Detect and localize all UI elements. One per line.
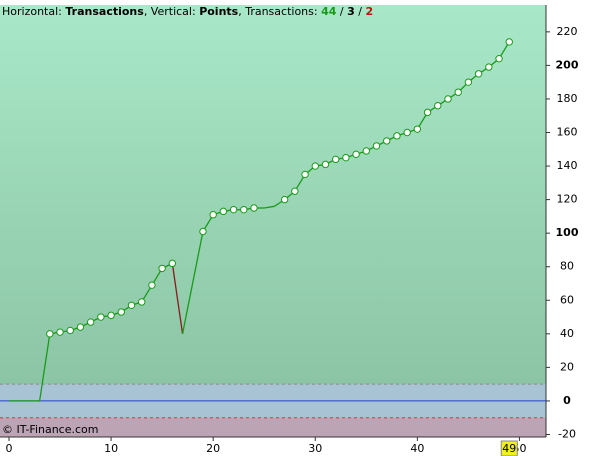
point: [209, 211, 217, 219]
header-part: /: [354, 5, 366, 18]
point: [138, 298, 146, 306]
point: [434, 101, 442, 110]
y-tick-label: 140: [557, 159, 578, 172]
point: [219, 207, 228, 216]
header-part: 3: [347, 5, 355, 18]
point: [495, 54, 503, 63]
header-part: 44: [321, 5, 337, 18]
copyright: © IT-Finance.com: [2, 423, 99, 436]
point: [127, 301, 136, 310]
point: [383, 137, 391, 145]
header-part: , Transactions:: [238, 5, 322, 18]
x-tick-label: 30: [308, 442, 322, 455]
point: [46, 330, 54, 338]
header-part: Horizontal:: [2, 5, 66, 18]
x-tick-label: 40: [410, 442, 424, 455]
y-tick-label: 20: [560, 360, 574, 373]
point: [321, 160, 330, 169]
point: [86, 318, 95, 326]
line-segment: [181, 231, 204, 334]
point: [240, 205, 248, 214]
line-segment: [264, 205, 275, 209]
y-tick-label: 200: [556, 58, 579, 71]
point: [66, 326, 74, 335]
loss-zone: [0, 417, 546, 437]
point: [352, 150, 360, 159]
y-tick-label: 80: [560, 260, 574, 273]
y-tick-label: 180: [557, 92, 578, 105]
point: [464, 78, 473, 86]
point: [280, 195, 289, 204]
y-tick-label: 60: [560, 293, 574, 306]
point: [423, 108, 432, 117]
header-part: 2: [365, 5, 374, 18]
point: [372, 142, 381, 150]
point: [250, 204, 258, 212]
point: [301, 170, 309, 179]
point: [158, 264, 166, 273]
header-part: /: [336, 5, 348, 18]
point: [117, 308, 125, 316]
x-tick-label: 10: [104, 442, 118, 455]
point: [76, 323, 85, 331]
y-tick-label: 40: [560, 327, 574, 340]
point: [107, 311, 115, 320]
point: [342, 153, 350, 162]
point: [199, 227, 207, 236]
y-tick-label: 220: [557, 25, 578, 38]
point: [311, 162, 319, 170]
y-tick-label: 120: [557, 193, 578, 206]
point: [362, 147, 371, 155]
header: Horizontal: Transactions, Vertical: Poin…: [2, 5, 373, 18]
point: [97, 313, 105, 321]
y-tick-label: 160: [557, 126, 578, 139]
y-tick-label: -20: [558, 427, 576, 440]
point: [454, 88, 462, 96]
point: [403, 128, 411, 137]
x-tick-label: 20: [206, 442, 220, 455]
point: [505, 38, 513, 46]
x-highlight-box: [500, 440, 518, 456]
point: [474, 70, 483, 78]
header-part: Transactions: [65, 5, 144, 18]
point: [331, 155, 340, 164]
header-part: Points: [199, 5, 239, 18]
line-segment: [38, 333, 51, 402]
point: [444, 95, 452, 103]
point: [413, 125, 422, 133]
x-tick-label: 0: [5, 442, 12, 455]
point: [229, 205, 238, 214]
header-part: , Vertical:: [143, 5, 200, 18]
point: [168, 259, 177, 268]
line-segment: [171, 263, 184, 334]
point: [393, 132, 401, 140]
y-tick-label: 100: [556, 226, 579, 239]
plot-background: [0, 5, 546, 437]
point: [56, 328, 64, 336]
x-highlight-label: 49: [502, 442, 516, 455]
y-tick-label: 0: [563, 394, 571, 407]
point: [485, 63, 493, 71]
point: [148, 281, 156, 289]
point: [291, 187, 299, 195]
